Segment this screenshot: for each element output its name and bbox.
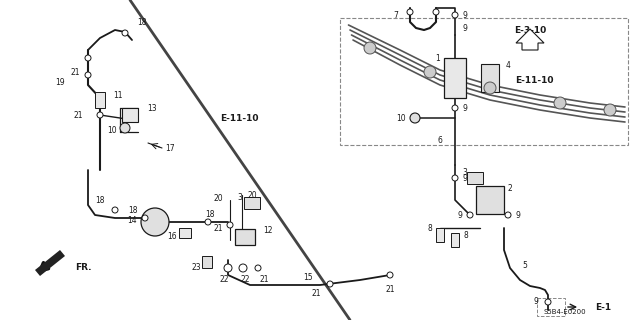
- Circle shape: [122, 30, 128, 36]
- Circle shape: [85, 72, 91, 78]
- Text: 8: 8: [463, 230, 468, 239]
- Circle shape: [387, 272, 393, 278]
- Polygon shape: [35, 250, 65, 276]
- Text: E-11-10: E-11-10: [220, 114, 259, 123]
- Text: 21: 21: [213, 223, 223, 233]
- Circle shape: [85, 55, 91, 61]
- Text: 23: 23: [191, 263, 201, 273]
- Text: 16: 16: [167, 231, 177, 241]
- Text: 21: 21: [73, 110, 83, 119]
- Text: 9: 9: [458, 211, 463, 220]
- Text: 1: 1: [436, 53, 440, 62]
- Bar: [476, 186, 504, 214]
- Text: 3: 3: [463, 167, 467, 177]
- Bar: [122, 108, 138, 122]
- Bar: [235, 229, 255, 245]
- Text: 3: 3: [237, 193, 243, 202]
- Text: 21: 21: [259, 276, 269, 284]
- Text: 9: 9: [516, 211, 520, 220]
- Text: 20: 20: [213, 194, 223, 203]
- Text: 7: 7: [394, 11, 399, 20]
- Bar: [537, 298, 565, 316]
- Text: 12: 12: [263, 226, 273, 235]
- Text: 11: 11: [113, 91, 123, 100]
- Circle shape: [224, 264, 232, 272]
- Text: 21: 21: [311, 290, 321, 299]
- Circle shape: [239, 264, 247, 272]
- Circle shape: [112, 207, 118, 213]
- Text: 5: 5: [523, 260, 527, 269]
- Text: 22: 22: [220, 276, 228, 284]
- Bar: [451, 233, 459, 247]
- Circle shape: [120, 123, 130, 133]
- Text: FR.: FR.: [75, 263, 92, 273]
- Circle shape: [433, 9, 439, 15]
- Text: E-1: E-1: [595, 302, 611, 311]
- Circle shape: [545, 299, 551, 305]
- Text: 4: 4: [506, 60, 511, 69]
- Bar: [95, 92, 105, 108]
- Text: 2: 2: [508, 183, 513, 193]
- Text: 18: 18: [137, 18, 147, 27]
- Circle shape: [452, 12, 458, 18]
- Bar: [202, 256, 212, 268]
- Text: 13: 13: [147, 103, 157, 113]
- Circle shape: [484, 82, 496, 94]
- Text: 21: 21: [385, 285, 395, 294]
- Text: 9: 9: [463, 23, 467, 33]
- Text: 15: 15: [303, 274, 313, 283]
- Text: 9: 9: [463, 103, 467, 113]
- Circle shape: [97, 112, 103, 118]
- Circle shape: [467, 212, 473, 218]
- Bar: [179, 228, 191, 238]
- Text: 18: 18: [128, 205, 138, 214]
- Text: 10: 10: [107, 125, 117, 134]
- Text: 21: 21: [70, 68, 80, 76]
- Circle shape: [205, 219, 211, 225]
- Bar: [481, 64, 499, 92]
- Circle shape: [364, 42, 376, 54]
- Circle shape: [141, 208, 169, 236]
- Circle shape: [407, 9, 413, 15]
- Bar: [340, 18, 628, 145]
- Polygon shape: [516, 29, 544, 50]
- Bar: [467, 172, 483, 184]
- Text: 17: 17: [165, 143, 175, 153]
- Text: 19: 19: [55, 77, 65, 86]
- Circle shape: [424, 66, 436, 78]
- Text: 20: 20: [247, 190, 257, 199]
- Text: 6: 6: [438, 135, 442, 145]
- Circle shape: [227, 222, 233, 228]
- Circle shape: [142, 215, 148, 221]
- Text: 10: 10: [396, 114, 406, 123]
- Circle shape: [410, 113, 420, 123]
- Text: E-11-10: E-11-10: [515, 76, 554, 84]
- Circle shape: [255, 265, 261, 271]
- Bar: [244, 197, 260, 209]
- Text: 9: 9: [463, 173, 467, 182]
- Circle shape: [452, 175, 458, 181]
- Circle shape: [452, 105, 458, 111]
- Text: 9: 9: [534, 298, 538, 307]
- Bar: [436, 228, 444, 242]
- Bar: [444, 58, 466, 98]
- Text: S5B4-E0200: S5B4-E0200: [544, 309, 586, 315]
- Text: 8: 8: [428, 223, 433, 233]
- Text: 9: 9: [463, 11, 467, 20]
- Circle shape: [505, 212, 511, 218]
- Text: 22: 22: [240, 276, 250, 284]
- Text: E-3-10: E-3-10: [514, 26, 546, 35]
- Circle shape: [604, 104, 616, 116]
- Text: 14: 14: [127, 215, 137, 225]
- Circle shape: [554, 97, 566, 109]
- Text: 18: 18: [95, 196, 105, 204]
- Text: 18: 18: [205, 210, 215, 219]
- Circle shape: [327, 281, 333, 287]
